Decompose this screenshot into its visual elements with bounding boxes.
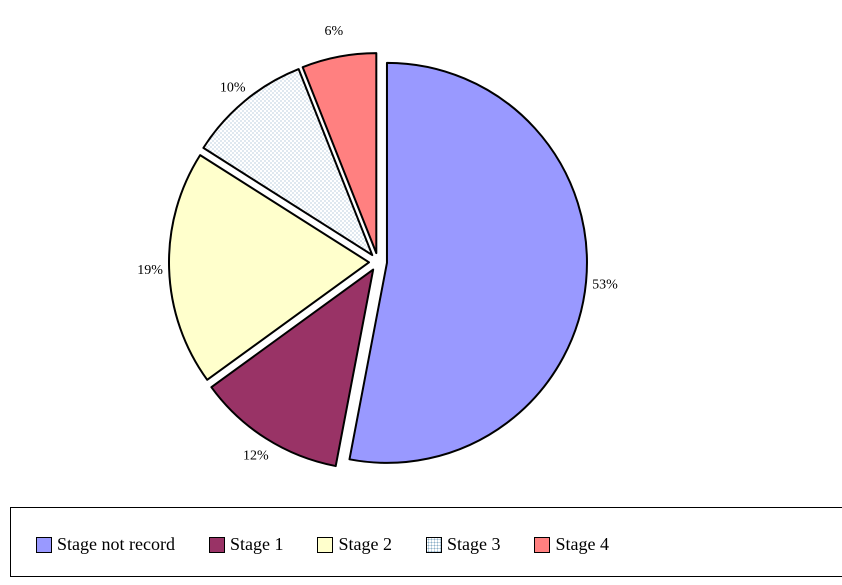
value-label-stage-4: 6% [324,24,343,39]
legend-item-stage-2: Stage 2 [317,534,392,555]
value-label-stage-3: 10% [220,80,246,95]
legend-swatch [36,536,52,553]
pie-slice-stage-2 [168,154,371,381]
value-label-stage-not-record: 53% [592,277,618,292]
value-label-stage-2: 19% [137,263,163,278]
legend-item-stage-4: Stage 4 [534,534,609,555]
legend-swatch [208,536,225,553]
legend-swatch [317,536,334,553]
legend-swatch [425,536,442,553]
legend-item-stage-1: Stage 1 [208,534,284,555]
pie-chart: 53% 12% 19% 10% 6% [137,24,618,468]
legend-label: Stage 2 [338,534,392,554]
pie-slice-stage-4 [301,52,378,255]
legend-label: Stage 3 [446,534,501,554]
legend-item-stage-not-record: Stage not record [36,534,175,555]
legend-items: Stage not record Stage 1 Stage 2 Stage 3 Sta… [36,534,609,555]
legend-swatch [534,536,551,553]
legend: Stage not record Stage 1 Stage 2 Stage 3 Sta… [10,507,842,577]
pie-slice-stage-1 [210,268,375,468]
value-label-stage-1: 12% [243,449,269,464]
pie-slices [168,52,588,468]
pie-value-labels: 53% 12% 19% 10% 6% [137,24,618,463]
pie-slice-stage-not-record [348,61,588,464]
legend-label: Stage 4 [555,534,609,554]
legend-label: Stage 1 [229,534,284,554]
legend-item-stage-3: Stage 3 [425,534,501,555]
pie-slice-stage-3 [202,68,374,257]
legend-label: Stage not record [57,534,175,554]
